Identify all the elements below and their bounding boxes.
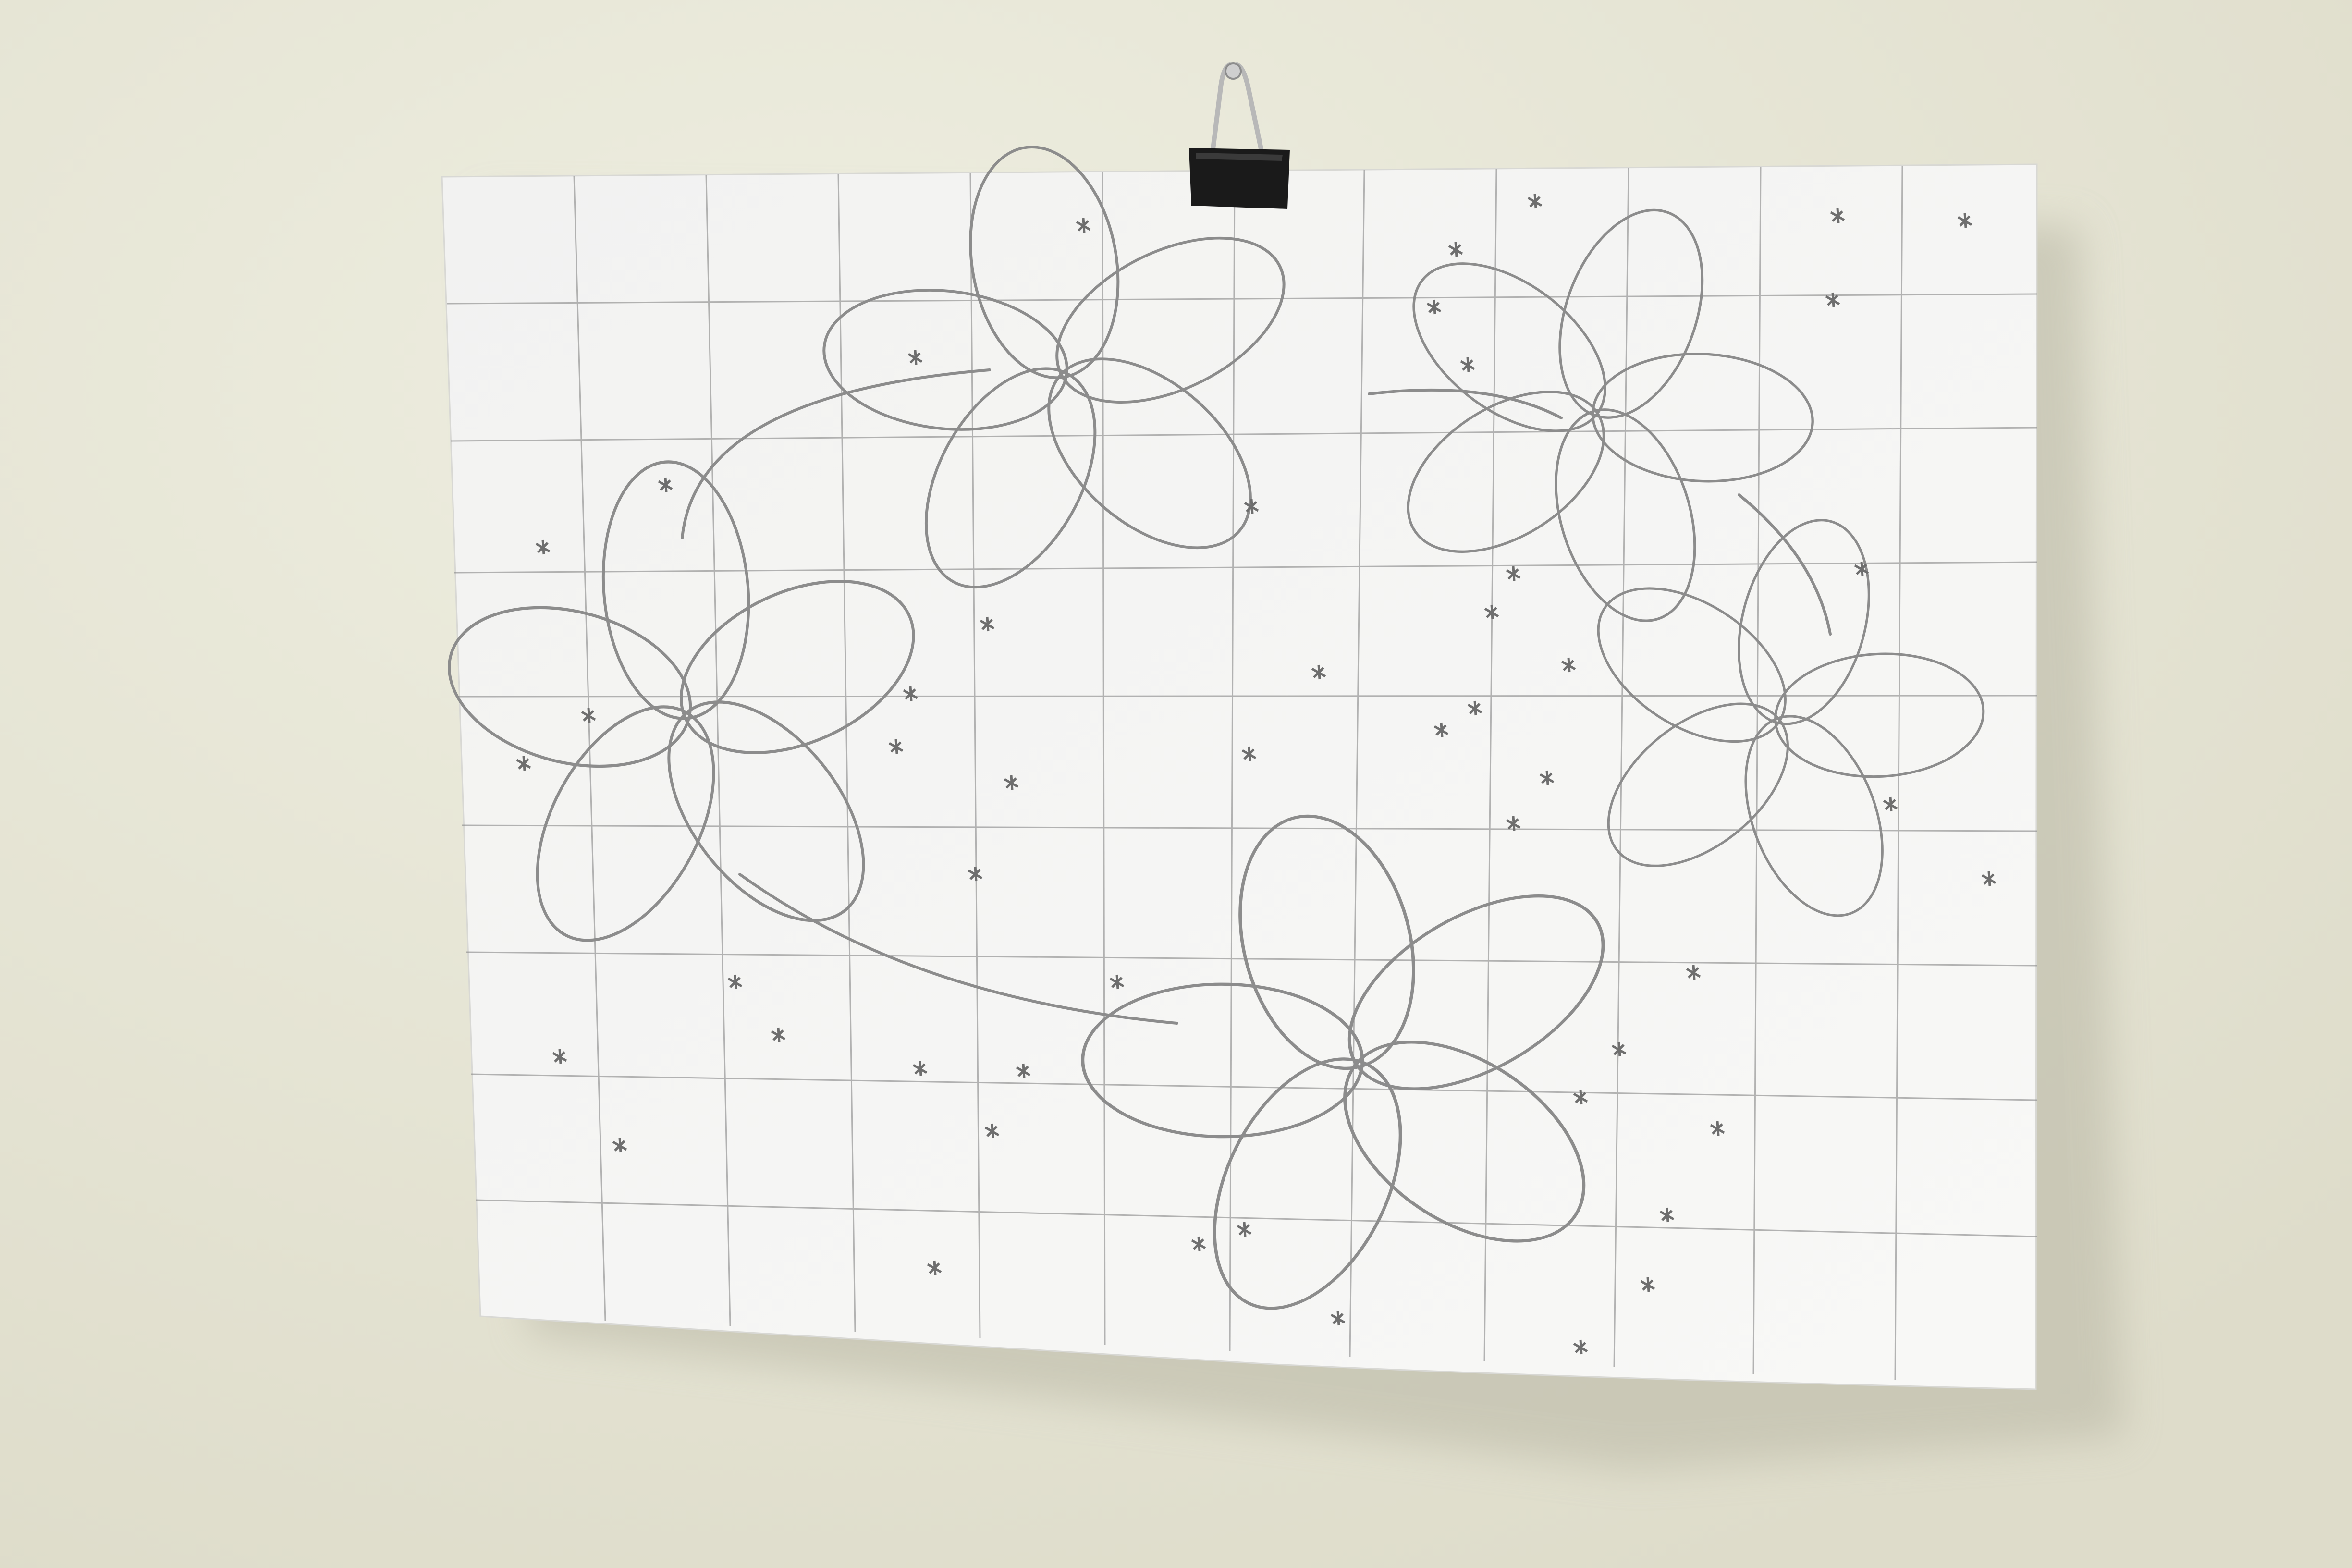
connecting-curve-4 (1738, 493, 1832, 636)
connecting-curve-1 (681, 368, 991, 539)
wall-pin (1225, 62, 1242, 80)
connecting-curve-3 (738, 873, 1178, 1025)
paper-sheet (441, 163, 2038, 1390)
pencil-grid (446, 166, 2037, 1380)
binder-clip-highlight (1196, 153, 1283, 161)
connecting-curve-2 (1368, 388, 1563, 419)
binder-clip (1189, 62, 1290, 209)
binder-clip-body (1189, 148, 1290, 209)
